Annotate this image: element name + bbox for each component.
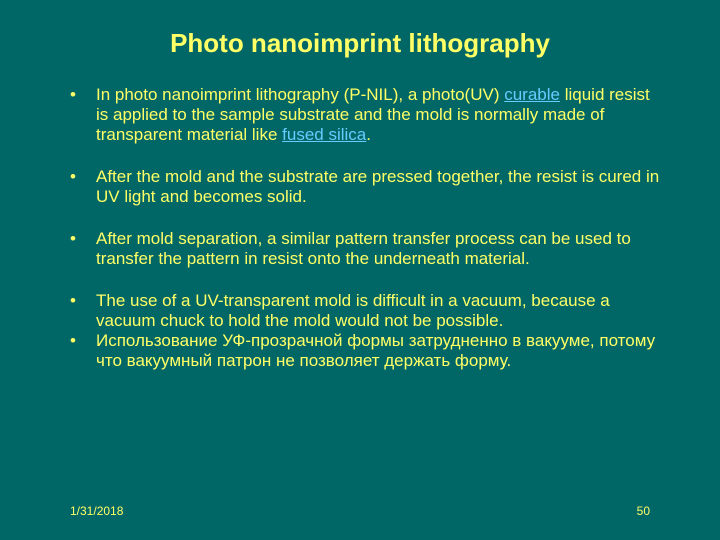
footer-date: 1/31/2018 [70, 504, 123, 518]
bullet-text: Использование УФ-прозрачной формы затруд… [96, 331, 655, 370]
slide-title: Photo nanoimprint lithography [50, 28, 670, 59]
slide-container: Photo nanoimprint lithography In photo n… [0, 0, 720, 540]
bullet-item: Использование УФ-прозрачной формы затруд… [70, 331, 660, 371]
slide-footer: 1/31/2018 50 [70, 504, 650, 518]
bullet-text: . [366, 125, 371, 144]
bullet-item: After the mold and the substrate are pre… [70, 167, 660, 207]
bullet-text: The use of a UV-transparent mold is diff… [96, 291, 610, 330]
bullet-item: In photo nanoimprint lithography (P-NIL)… [70, 85, 660, 145]
link-curable[interactable]: curable [504, 85, 560, 104]
footer-page-number: 50 [637, 504, 650, 518]
slide-content: In photo nanoimprint lithography (P-NIL)… [50, 85, 670, 372]
bullet-item: After mold separation, a similar pattern… [70, 229, 660, 269]
bullet-list: In photo nanoimprint lithography (P-NIL)… [70, 85, 660, 372]
bullet-text: After mold separation, a similar pattern… [96, 229, 631, 268]
bullet-item: The use of a UV-transparent mold is diff… [70, 291, 660, 331]
bullet-text: After the mold and the substrate are pre… [96, 167, 659, 206]
bullet-text: In photo nanoimprint lithography (P-NIL)… [96, 85, 504, 104]
link-fused-silica[interactable]: fused silica [282, 125, 366, 144]
